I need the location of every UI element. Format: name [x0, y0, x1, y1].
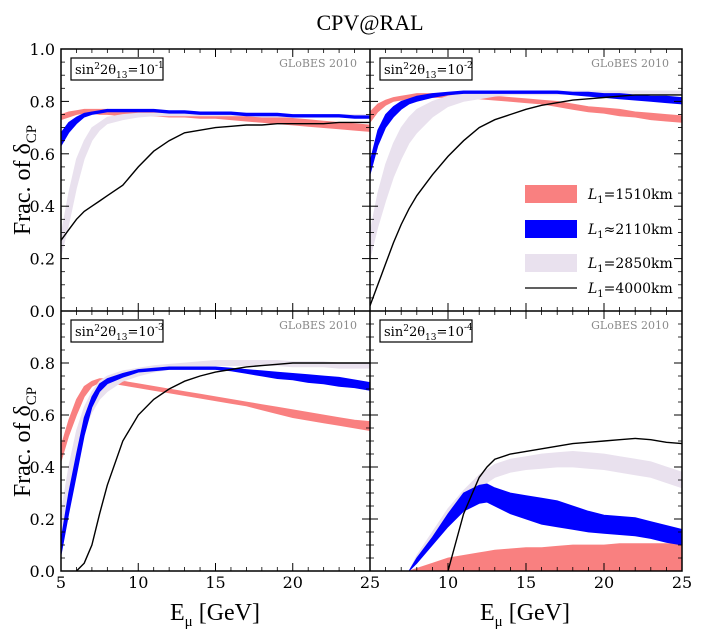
- band-L2850-panel-2: [370, 90, 682, 259]
- x-tick-label: 15: [516, 573, 536, 592]
- parameter-label: sin22θ13=10-2: [384, 61, 473, 81]
- panel-bottom-right: [408, 437, 682, 571]
- line-L4000-panel-3: [76, 362, 370, 571]
- parameter-box: [379, 319, 473, 343]
- chart-title: CPV@RAL: [316, 10, 423, 35]
- axis-titles: Eμ [GeV] Eμ [GeV] Frac. of δCP Frac. of δCP: [10, 125, 570, 630]
- x-tick-label: 10: [438, 573, 458, 592]
- watermark: GLoBES 2010: [591, 319, 669, 332]
- y-tick-label: 0.8: [30, 354, 55, 373]
- legend-label-L1510: L1=1510km: [587, 187, 673, 206]
- panel-top-right: [370, 90, 682, 307]
- x-tick-label: 20: [594, 573, 614, 592]
- watermark: GLoBES 2010: [279, 57, 357, 70]
- band-L2850-panel-3: [61, 360, 370, 538]
- x-tick-label: 25: [360, 573, 380, 592]
- parameter-label: sin22θ13=10-3: [75, 323, 164, 343]
- band-L2110-panel-3: [61, 366, 370, 556]
- y-axis-title: Frac. of δCP: [10, 387, 40, 497]
- axis-ticks: [60, 48, 683, 572]
- legend: L1=1510km L1≈2110km L1=2850km L1=4000km: [525, 185, 673, 300]
- legend-label-L2850: L1=2850km: [587, 256, 673, 275]
- parameter-box: [70, 57, 164, 81]
- parameter-box: [70, 319, 164, 343]
- line-L4000-panel-1: [61, 121, 370, 241]
- x-tick-label: 20: [283, 573, 303, 592]
- y-tick-label: 1.0: [30, 40, 55, 59]
- line-L4000-panel-4: [447, 437, 682, 571]
- y-tick-label: 0.4: [30, 197, 55, 216]
- band-L2110-panel-2: [370, 90, 682, 175]
- band-L2110-panel-1: [61, 108, 370, 147]
- y-tick-label: 0.4: [30, 458, 55, 477]
- panel-top-left: [61, 108, 370, 257]
- band-L1510-panel-4: [408, 543, 682, 571]
- watermark: GLoBES 2010: [279, 319, 357, 332]
- legend-label-L2110: L1≈2110km: [587, 222, 673, 241]
- y-tick-label: 0.6: [30, 145, 55, 164]
- y-tick-label: 0.2: [30, 250, 55, 269]
- x-axis-title: Eμ [GeV]: [170, 600, 260, 630]
- parameter-label: sin22θ13=10-1: [75, 61, 164, 81]
- band-L2850-panel-1: [61, 112, 370, 257]
- legend-swatch-L2850: [525, 254, 577, 272]
- legend-swatch-L1510: [525, 185, 577, 203]
- x-tick-label: 25: [672, 573, 692, 592]
- y-tick-label: 0.6: [30, 406, 55, 425]
- x-axis-title: Eμ [GeV]: [480, 600, 570, 630]
- panel-bottom-left: [61, 360, 370, 571]
- y-tick-label: 0.0: [30, 302, 55, 321]
- x-tick-label: 10: [128, 573, 148, 592]
- y-tick-label: 0.0: [30, 562, 55, 581]
- band-L2110-panel-4: [408, 483, 682, 571]
- x-tick-label: 5: [56, 573, 66, 592]
- x-tick-label: 15: [205, 573, 225, 592]
- y-tick-label: 0.2: [30, 510, 55, 529]
- parameter-box: [379, 57, 473, 81]
- y-tick-label: 0.8: [30, 92, 55, 111]
- legend-label-L4000: L1=4000km: [587, 281, 673, 300]
- legend-swatch-L2110: [525, 220, 577, 238]
- y-axis-title: Frac. of δCP: [10, 125, 40, 235]
- watermark: GLoBES 2010: [591, 57, 669, 70]
- line-L4000-panel-2: [370, 94, 682, 307]
- band-L1510-panel-3: [61, 378, 370, 462]
- parameter-label: sin22θ13=10-4: [384, 323, 473, 343]
- panel-labels: 0.0 0.2 0.4 0.6 0.8 1.0 0.0 0.2 0.4 0.6 0.8 5 10 15 20…: [30, 40, 693, 592]
